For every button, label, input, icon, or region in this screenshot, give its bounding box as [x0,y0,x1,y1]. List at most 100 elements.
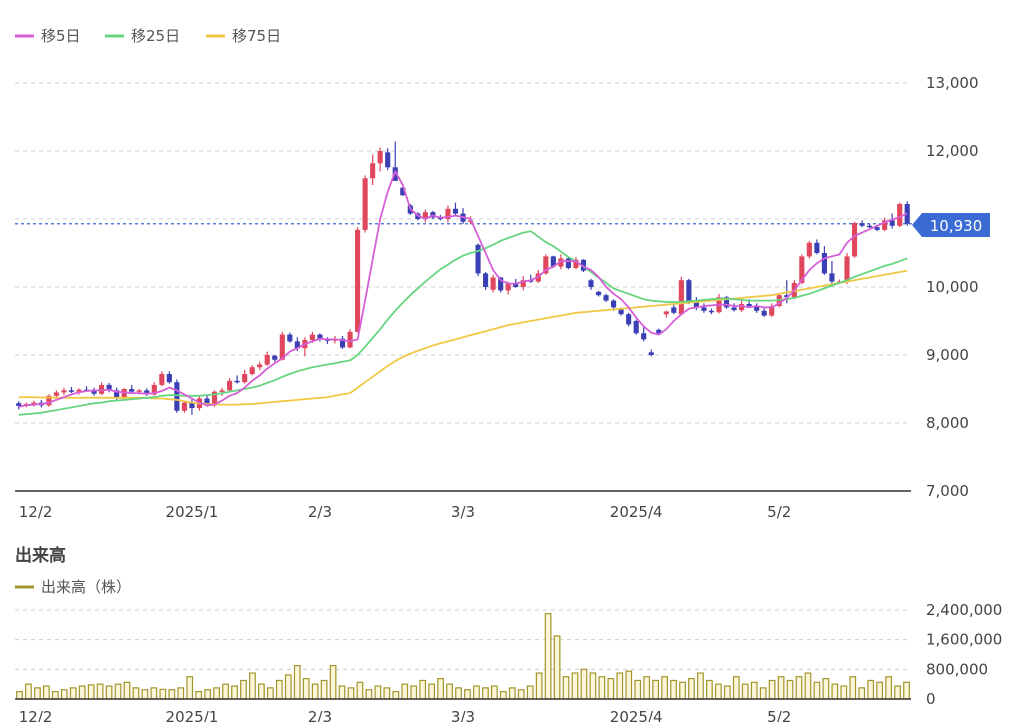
volume-bar [446,683,453,700]
volume-bar [401,683,409,700]
volume-title: 出来高 [15,545,66,566]
candle-body [543,256,549,274]
candle [882,217,888,232]
volume-bar [105,685,113,700]
volume-y-tick-label: 800,000 [926,660,988,678]
legend-ma25[interactable]: 移25日 [105,27,180,45]
candle-body [648,352,654,355]
volume-bar [732,676,740,700]
candle-body [257,364,263,368]
candle [422,209,428,223]
candle [761,307,767,317]
candle-body [483,273,489,287]
volume-bar [302,678,310,700]
volume-bar [553,635,561,700]
volume-bar [589,672,597,700]
volume-bar [598,676,606,700]
candle [520,276,526,291]
candle [377,147,383,172]
candle-body [279,334,285,360]
candle [889,213,895,229]
candle-body [114,390,120,399]
candle-body [829,273,835,282]
candle-body [580,259,587,271]
volume-bar [213,687,220,700]
volume-bar [876,681,884,700]
candle [189,398,195,415]
volume-bar [177,687,185,700]
volume-bar [867,679,875,700]
candle [219,387,225,396]
candle-body [889,220,895,226]
candle-body [603,295,609,301]
legend-ma5[interactable]: 移5日 [15,27,81,45]
candle-body [701,307,707,311]
candle-body [882,220,888,230]
candle [166,371,172,384]
candle [400,187,406,196]
volume-bar [661,676,668,700]
candle [851,221,858,258]
candle-body [821,253,827,274]
candle [475,243,481,277]
candle [31,400,37,407]
volume-bar [69,687,77,700]
volume-bar [759,687,767,700]
candle-body [656,329,662,334]
volume-bar [562,676,570,700]
candle-body [565,258,571,268]
candle-body [144,390,150,395]
candle-body [611,300,617,308]
volume-bar [714,683,722,700]
candle-body [99,384,105,394]
volume-bar [275,679,283,700]
candle [61,387,67,396]
ma25-line [18,230,908,416]
candle-body [588,280,594,287]
volume-bar [42,685,50,700]
candle-body [505,283,511,291]
candle [53,390,59,398]
volume-bar [535,672,543,700]
candle-body [754,306,760,311]
volume-bar [293,665,301,700]
candle-body [693,301,699,308]
candle-body [151,384,157,395]
candle [46,394,52,407]
volume-x-tick-label: 3/3 [451,708,475,722]
candle [603,293,609,302]
legend-ma25-label: 移25日 [131,27,180,45]
candle [626,312,632,327]
candle-body [355,229,361,332]
candle [754,303,760,313]
last-price-label: 10,930 [930,217,983,235]
volume-bar [114,683,122,700]
volume-bar [804,672,812,700]
candle-body [595,291,602,296]
volume-bar [741,683,749,700]
volume-bar [634,679,642,700]
candle-body [219,390,225,392]
price-x-tick-label: 2025/1 [166,503,219,521]
volume-bar [78,685,86,700]
volume-legend[interactable]: 出来高（株） [15,578,131,596]
candle [483,272,489,290]
volume-x-tick-label: 5/2 [767,708,791,722]
candle-body [272,355,278,360]
volume-grid [15,609,911,670]
last-price-tag [912,213,990,237]
candle [543,254,549,275]
legend-ma75[interactable]: 移75日 [206,27,281,45]
candle-body [663,311,669,315]
volume-bar [34,687,41,700]
candle-body [264,355,270,365]
candle-body [475,244,481,274]
candle-body [550,256,556,267]
candle [385,148,391,171]
candle [716,293,722,314]
candle [641,326,647,342]
candle [708,308,715,315]
candle [68,386,75,394]
candle-body [859,223,865,226]
candle [279,331,285,361]
